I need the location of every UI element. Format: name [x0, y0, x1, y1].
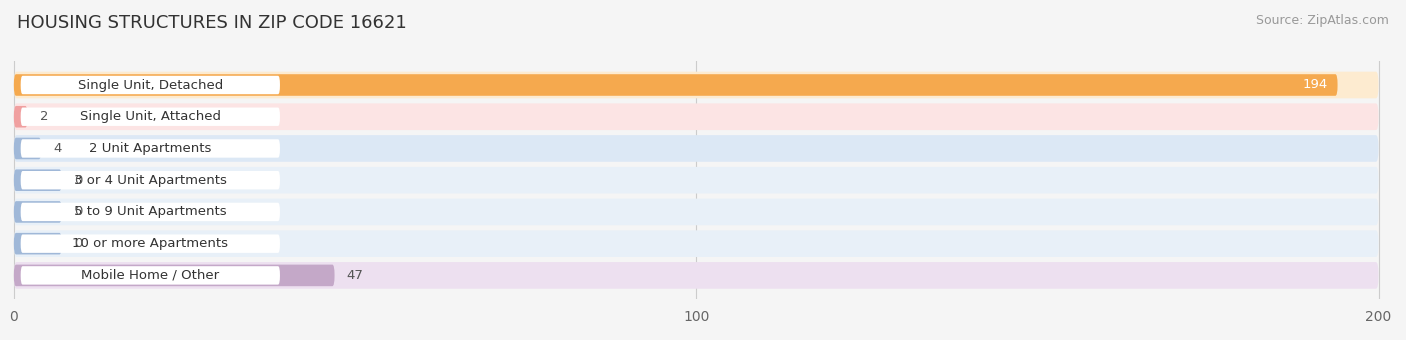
Text: 0: 0 — [75, 237, 83, 250]
FancyBboxPatch shape — [21, 139, 280, 158]
Text: 0: 0 — [75, 174, 83, 187]
Text: 2 Unit Apartments: 2 Unit Apartments — [89, 142, 211, 155]
FancyBboxPatch shape — [14, 74, 1337, 96]
FancyBboxPatch shape — [14, 262, 1378, 289]
Text: Single Unit, Attached: Single Unit, Attached — [80, 110, 221, 123]
FancyBboxPatch shape — [21, 171, 280, 189]
Text: Single Unit, Detached: Single Unit, Detached — [77, 79, 224, 91]
FancyBboxPatch shape — [21, 107, 280, 126]
Text: Mobile Home / Other: Mobile Home / Other — [82, 269, 219, 282]
Text: 0: 0 — [75, 205, 83, 218]
FancyBboxPatch shape — [14, 169, 62, 191]
Text: 194: 194 — [1302, 79, 1327, 91]
Text: 10 or more Apartments: 10 or more Apartments — [72, 237, 228, 250]
Text: 3 or 4 Unit Apartments: 3 or 4 Unit Apartments — [75, 174, 226, 187]
Text: 5 to 9 Unit Apartments: 5 to 9 Unit Apartments — [75, 205, 226, 218]
FancyBboxPatch shape — [21, 235, 280, 253]
FancyBboxPatch shape — [14, 106, 28, 128]
Text: Source: ZipAtlas.com: Source: ZipAtlas.com — [1256, 14, 1389, 27]
Text: 4: 4 — [53, 142, 62, 155]
FancyBboxPatch shape — [14, 233, 62, 254]
FancyBboxPatch shape — [14, 167, 1378, 193]
FancyBboxPatch shape — [14, 135, 1378, 162]
FancyBboxPatch shape — [14, 230, 1378, 257]
Text: 47: 47 — [347, 269, 364, 282]
FancyBboxPatch shape — [14, 201, 62, 223]
FancyBboxPatch shape — [21, 203, 280, 221]
FancyBboxPatch shape — [21, 76, 280, 94]
FancyBboxPatch shape — [21, 266, 280, 285]
FancyBboxPatch shape — [14, 199, 1378, 225]
FancyBboxPatch shape — [14, 72, 1378, 98]
Text: HOUSING STRUCTURES IN ZIP CODE 16621: HOUSING STRUCTURES IN ZIP CODE 16621 — [17, 14, 406, 32]
FancyBboxPatch shape — [14, 138, 41, 159]
FancyBboxPatch shape — [14, 265, 335, 286]
Text: 2: 2 — [39, 110, 48, 123]
FancyBboxPatch shape — [14, 103, 1378, 130]
